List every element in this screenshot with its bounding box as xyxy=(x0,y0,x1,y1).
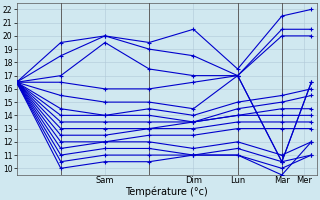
X-axis label: Température (°c): Température (°c) xyxy=(125,187,208,197)
